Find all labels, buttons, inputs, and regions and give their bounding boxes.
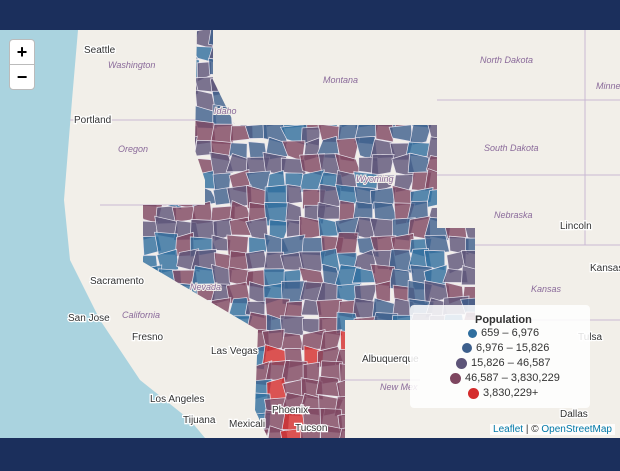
state-label: South Dakota bbox=[484, 143, 539, 153]
legend: Population 659 – 6,976 6,976 – 15,826 15,8… bbox=[410, 305, 590, 408]
legend-label: 6,976 – 15,826 bbox=[476, 342, 550, 354]
state-label: California bbox=[122, 310, 160, 320]
city-label: San Jose bbox=[68, 313, 110, 324]
county[interactable] bbox=[245, 249, 268, 270]
legend-item: 6,976 – 15,826 bbox=[462, 342, 549, 354]
county[interactable] bbox=[374, 280, 391, 303]
legend-label: 659 – 6,976 bbox=[481, 327, 540, 339]
top-band bbox=[0, 0, 620, 30]
legend-label: 3,830,229+ bbox=[483, 387, 539, 399]
labels: Seattle Washington Montana North Dakota … bbox=[67, 44, 620, 436]
city-label: Tijuana bbox=[183, 415, 216, 426]
county[interactable] bbox=[376, 174, 396, 193]
city-label: Los Angeles bbox=[150, 394, 205, 405]
leaflet-link[interactable]: Leaflet bbox=[493, 424, 524, 435]
city-label: Las Vegas bbox=[211, 346, 258, 357]
state-label: North Dakota bbox=[480, 55, 533, 65]
county[interactable] bbox=[196, 61, 212, 83]
city-label: Albuquerque bbox=[362, 354, 419, 365]
county[interactable] bbox=[424, 234, 450, 255]
city-label: Portland bbox=[74, 115, 111, 126]
legend-swatch bbox=[468, 328, 477, 338]
legend-item: 3,830,229+ bbox=[468, 387, 538, 399]
county[interactable] bbox=[371, 153, 395, 177]
state-label: Nebraska bbox=[494, 210, 533, 220]
legend-item: 15,826 – 46,587 bbox=[456, 357, 551, 369]
zoom-in[interactable]: + bbox=[9, 39, 35, 65]
state-label: Oregon bbox=[118, 144, 148, 154]
state-label: New Mex bbox=[380, 382, 418, 392]
city-label: Sacramento bbox=[90, 276, 144, 287]
city-label: Fresno bbox=[132, 332, 164, 343]
attribution: Leaflet | © OpenStreetMap bbox=[490, 424, 615, 435]
legend-swatch bbox=[456, 357, 467, 369]
legend-label: 15,826 – 46,587 bbox=[471, 357, 551, 369]
county[interactable] bbox=[279, 428, 306, 447]
bottom-band bbox=[0, 438, 620, 471]
county[interactable] bbox=[461, 265, 486, 286]
legend-swatch bbox=[450, 372, 461, 384]
county[interactable] bbox=[300, 427, 321, 449]
city-label: Seattle bbox=[84, 45, 116, 56]
county[interactable] bbox=[320, 423, 344, 444]
legend-label: 46,587 – 3,830,229 bbox=[465, 372, 560, 384]
county[interactable] bbox=[248, 236, 271, 255]
city-label: Tucson bbox=[295, 423, 327, 434]
state-label: Minne bbox=[596, 81, 620, 91]
county[interactable] bbox=[286, 184, 303, 205]
state-label: Nevada bbox=[190, 282, 221, 292]
state-label: Montana bbox=[323, 75, 358, 85]
legend-item: 46,587 – 3,830,229 bbox=[450, 372, 560, 384]
zoom-out[interactable]: − bbox=[9, 64, 35, 90]
city-label: Phoenix bbox=[272, 405, 308, 416]
attribution-separator: | © bbox=[523, 424, 542, 435]
city-label: Mexicali bbox=[229, 419, 265, 430]
legend-item: 659 – 6,976 bbox=[468, 327, 539, 339]
city-label: Lincoln bbox=[560, 221, 592, 232]
legend-swatch bbox=[462, 343, 472, 353]
state-label: Washington bbox=[108, 60, 155, 70]
city-label: Dallas bbox=[560, 409, 588, 420]
state-label: Idaho bbox=[214, 106, 237, 116]
borders bbox=[70, 30, 620, 381]
legend-swatch bbox=[468, 387, 479, 399]
ocean bbox=[0, 30, 205, 438]
osm-link[interactable]: OpenStreetMap bbox=[541, 424, 612, 435]
state-label: Kansas bbox=[531, 284, 562, 294]
city-label: Kansas bbox=[590, 263, 620, 274]
state-label: Wyoming bbox=[356, 174, 394, 184]
legend-title: Population bbox=[475, 314, 532, 326]
